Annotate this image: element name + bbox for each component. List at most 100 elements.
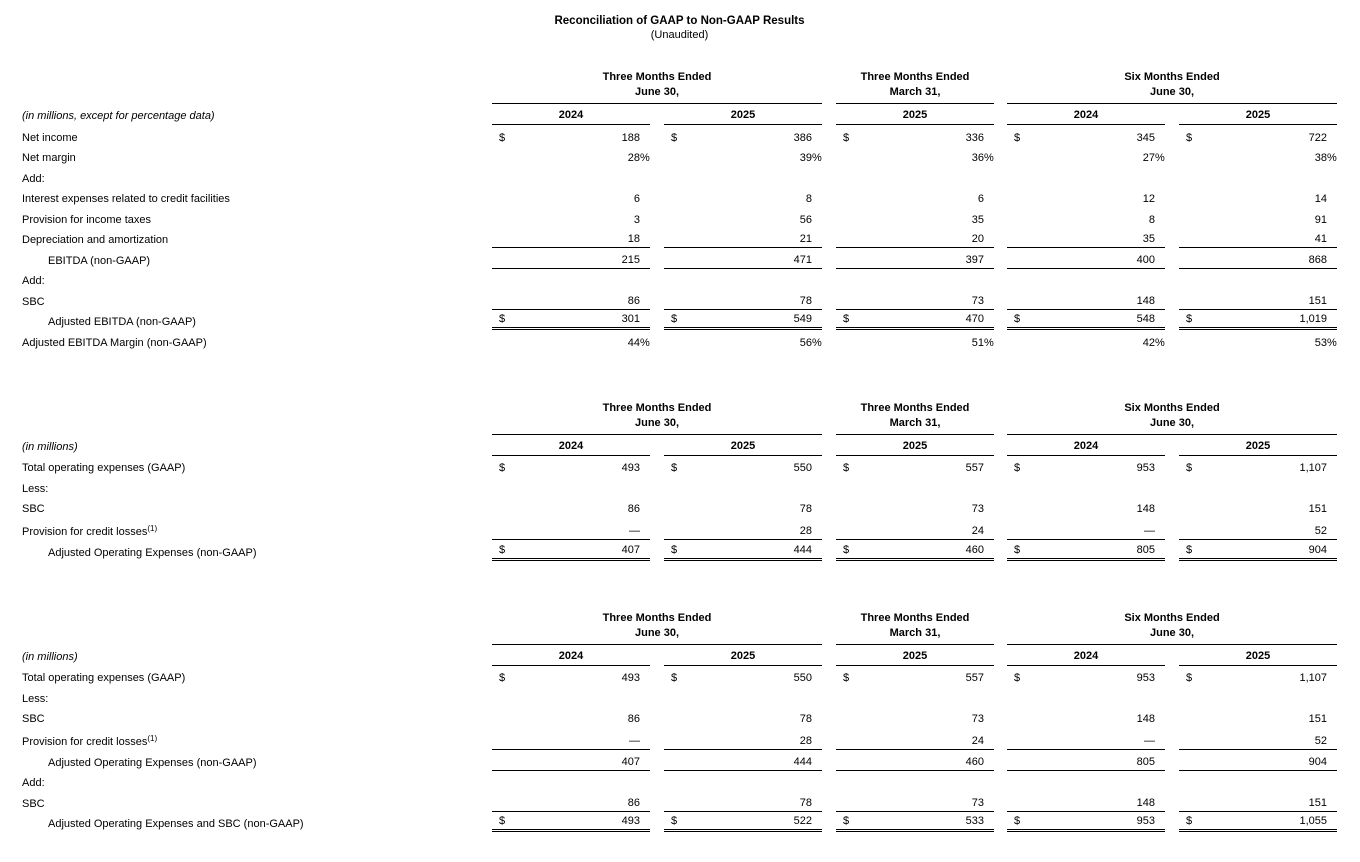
- period-group-header: Three Months Ended March 31,: [836, 611, 994, 645]
- year-header-row: (in millions) 2024 2025 2025 2024 2025: [22, 435, 1337, 456]
- year-header: 2025: [836, 440, 994, 456]
- value-cell: $557: [836, 666, 994, 687]
- cell-value: 953: [1020, 462, 1165, 474]
- period-title-line2: March 31,: [889, 626, 941, 639]
- table-row: Less:: [22, 476, 1337, 497]
- cell-number: 24: [971, 735, 984, 747]
- row-label-text: Add:: [22, 172, 45, 185]
- percent-suffix: %: [1155, 152, 1165, 164]
- cell-value: 8: [1014, 214, 1165, 226]
- cell-value: —: [499, 525, 650, 537]
- row-label: Adjusted EBITDA (non-GAAP): [22, 316, 492, 330]
- dollar-sign: $: [1186, 462, 1193, 474]
- row-label: EBITDA (non-GAAP): [22, 255, 492, 269]
- cell-number: 148: [1136, 294, 1155, 307]
- period-group-header: Three Months Ended June 30,: [492, 611, 822, 645]
- value-cell: $493: [492, 456, 650, 477]
- cell-value: 407: [505, 544, 650, 556]
- cell-value: 1,055: [1192, 815, 1337, 827]
- cell-number: 151: [1308, 294, 1327, 307]
- row-label-text: Net income: [22, 131, 78, 144]
- year-header: 2025: [664, 650, 822, 666]
- cell-value: 73: [843, 797, 994, 809]
- value-cell: 444: [664, 750, 822, 771]
- cell-value: 493: [505, 672, 650, 684]
- row-label-text: Add:: [22, 275, 45, 287]
- table-row: Net margin 28% 39% 36% 27% 38%: [22, 146, 1337, 167]
- year-header: 2025: [1179, 650, 1337, 666]
- cell-number: 444: [793, 543, 812, 556]
- cell-number: 86: [627, 796, 640, 809]
- year-header: 2024: [492, 440, 650, 456]
- value-cell: 397: [836, 248, 994, 269]
- percent-suffix: %: [1155, 336, 1165, 349]
- cell-number: 904: [1308, 755, 1327, 768]
- value-cell: 20: [836, 228, 994, 248]
- row-label: Net income: [22, 132, 492, 146]
- dollar-sign: $: [843, 815, 850, 827]
- row-label-text: Total operating expenses (GAAP): [22, 462, 186, 474]
- value-cell: $722: [1179, 125, 1337, 146]
- value-cell: $386: [664, 125, 822, 146]
- table-row: SBC 86 78 73 148 151: [22, 791, 1337, 812]
- value-cell: 39%: [664, 146, 822, 167]
- cell-value: 73: [843, 295, 994, 307]
- cell-number: 21: [799, 233, 812, 245]
- cell-number: 868: [1308, 253, 1327, 266]
- row-label-text: Add:: [22, 777, 45, 789]
- period-title-line2: June 30,: [1149, 86, 1195, 98]
- value-cell: 78: [664, 707, 822, 728]
- cell-number: 953: [1136, 815, 1155, 827]
- cell-number: 12: [1142, 193, 1155, 205]
- cell-number: 386: [793, 131, 812, 144]
- cell-number: 1,107: [1299, 672, 1327, 684]
- percent-suffix: %: [812, 336, 822, 349]
- cell-number: 400: [1136, 253, 1155, 266]
- cell-number: 8: [1148, 213, 1155, 226]
- period-title-line1: Three Months Ended: [602, 401, 712, 414]
- value-cell: 3: [492, 207, 650, 228]
- value-cell: 56: [664, 207, 822, 228]
- cell-number: 557: [965, 462, 984, 474]
- row-label-text: Adjusted Operating Expenses (non-GAAP): [48, 756, 257, 769]
- footnote-marker: (1): [147, 524, 158, 533]
- value-cell: 407: [492, 750, 650, 771]
- cell-value: 86: [499, 503, 650, 515]
- cell-value: 549: [677, 313, 822, 325]
- cell-number: 522: [793, 815, 812, 827]
- cell-number: 151: [1308, 503, 1327, 515]
- cell-value: 557: [849, 462, 994, 474]
- value-cell: —: [1007, 727, 1165, 750]
- value-cell: 44%: [492, 330, 650, 351]
- percent-suffix: %: [984, 336, 994, 349]
- row-label: SBC: [22, 503, 492, 517]
- value-cell: 215: [492, 248, 650, 269]
- period-title-line2: March 31,: [889, 86, 941, 98]
- cell-value: 3: [499, 214, 650, 226]
- table-row: Adjusted EBITDA Margin (non-GAAP) 44% 56% 5…: [22, 330, 1337, 351]
- value-cell: $470: [836, 310, 994, 330]
- value-cell: 6: [836, 187, 994, 208]
- period-title-line2: June 30,: [1149, 626, 1195, 639]
- row-label: Less:: [22, 693, 492, 707]
- cell-value: 1,107: [1192, 672, 1337, 684]
- value-cell: 73: [836, 497, 994, 518]
- cell-number: 470: [965, 313, 984, 325]
- cell-number: 73: [971, 503, 984, 515]
- dollar-sign: $: [499, 815, 506, 827]
- cell-value: 42%: [1014, 337, 1165, 349]
- cell-number: 86: [627, 294, 640, 307]
- cell-value: 18: [499, 233, 650, 245]
- cell-number: 407: [621, 755, 640, 768]
- cell-value: 550: [677, 462, 822, 474]
- value-cell: 28: [664, 517, 822, 540]
- dollar-sign: $: [1014, 672, 1021, 684]
- value-cell: $1,055: [1179, 812, 1337, 832]
- row-label-text: Total operating expenses (GAAP): [22, 672, 186, 684]
- period-header-row: Three Months Ended June 30, Three Months E…: [22, 611, 1337, 645]
- cell-number: 78: [799, 796, 812, 809]
- cell-value: 460: [849, 544, 994, 556]
- value-cell: 151: [1179, 289, 1337, 310]
- period-header-row: Three Months Ended June 30, Three Months E…: [22, 70, 1337, 104]
- value-cell: 78: [664, 289, 822, 310]
